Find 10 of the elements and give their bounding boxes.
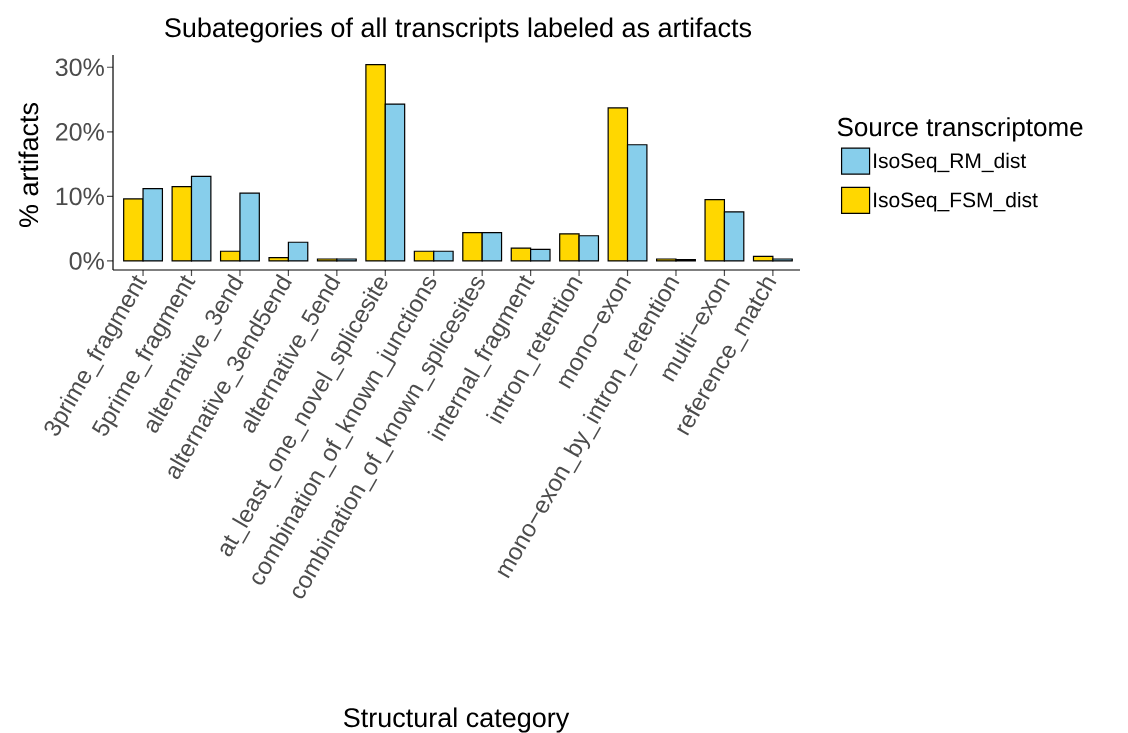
legend-label: IsoSeq_RM_dist <box>874 152 1027 173</box>
y-tick-label: 10% <box>56 187 104 206</box>
y-tick-label: 0% <box>69 252 104 270</box>
x-axis-title: Structural category <box>343 707 570 733</box>
chart-title: Subategories of all transcripts labeled as artifacts <box>165 17 752 43</box>
y-axis-title: % artifacts <box>18 102 39 228</box>
legend-title: Source transcriptome <box>837 117 1083 142</box>
y-tick-label: 30% <box>55 58 104 77</box>
y-tick-label: 20% <box>56 122 104 141</box>
legend-label: IsoSeq_FSM_dist <box>874 191 1038 212</box>
